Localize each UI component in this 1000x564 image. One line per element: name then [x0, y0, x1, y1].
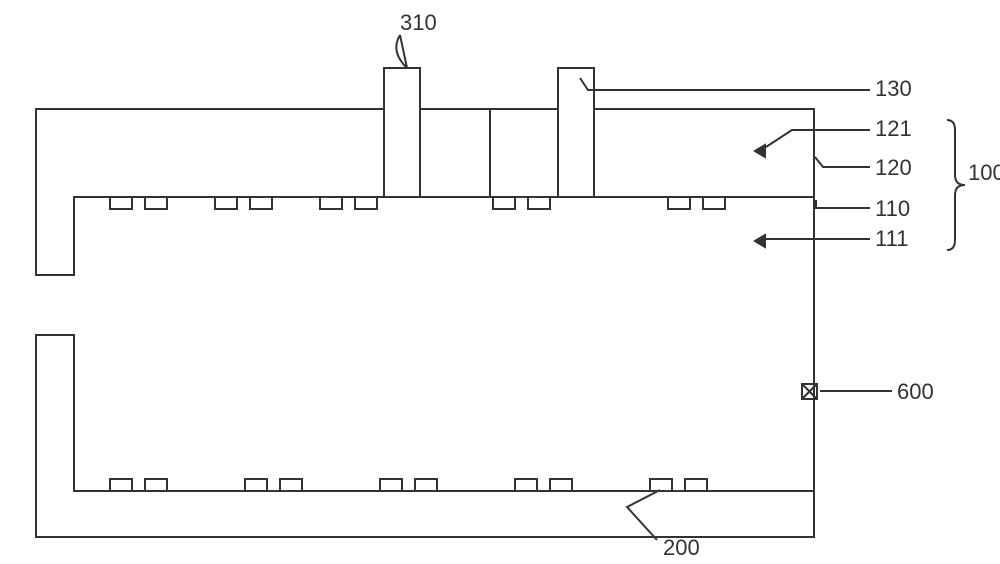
- label-l120: 120: [875, 155, 912, 180]
- label-l200: 200: [663, 535, 700, 560]
- top-small-rect-0: [110, 197, 132, 209]
- bottom-small-rect-6: [515, 479, 537, 491]
- top-small-rect-3: [250, 197, 272, 209]
- label-l111: 111: [875, 226, 908, 251]
- bottom-small-rect-5: [415, 479, 437, 491]
- bottom-small-rect-8: [650, 479, 672, 491]
- leader-l130: [580, 78, 870, 90]
- top-small-rect-7: [528, 197, 550, 209]
- top-stub-1: [558, 68, 594, 109]
- arrowhead-0: [755, 145, 765, 157]
- leader-l200a: [627, 490, 660, 540]
- arrowhead-1: [755, 235, 765, 247]
- top-small-rect-5: [355, 197, 377, 209]
- diagram-canvas: 310 130 121 120 100 110 111 600 200: [0, 0, 1000, 564]
- top-stub-0: [384, 68, 420, 109]
- leader-l120: [815, 157, 870, 167]
- top-small-rect-8: [668, 197, 690, 209]
- top-small-rect-2: [215, 197, 237, 209]
- bottom-small-rect-3: [280, 479, 302, 491]
- leader-l110: [816, 200, 870, 208]
- bottom-small-rect-9: [685, 479, 707, 491]
- leader-l121: [766, 130, 870, 147]
- label-l121: 121: [875, 116, 912, 141]
- bottom-small-rect-7: [550, 479, 572, 491]
- top-small-rect-6: [493, 197, 515, 209]
- label-l130: 130: [875, 76, 912, 101]
- bottom-small-rect-1: [145, 479, 167, 491]
- bottom-small-rect-2: [245, 479, 267, 491]
- top-small-rect-9: [703, 197, 725, 209]
- top-small-rect-1: [145, 197, 167, 209]
- label-l600: 600: [897, 379, 934, 404]
- top-small-rect-4: [320, 197, 342, 209]
- inner-chamber: [74, 197, 814, 491]
- outer-box: [36, 109, 814, 537]
- bottom-small-rect-4: [380, 479, 402, 491]
- bottom-small-rect-0: [110, 479, 132, 491]
- left-port: [36, 275, 74, 335]
- brace-100: [947, 120, 965, 250]
- label-l100: 100: [968, 160, 1000, 185]
- label-l310: 310: [400, 10, 437, 35]
- label-l110: 110: [875, 196, 910, 221]
